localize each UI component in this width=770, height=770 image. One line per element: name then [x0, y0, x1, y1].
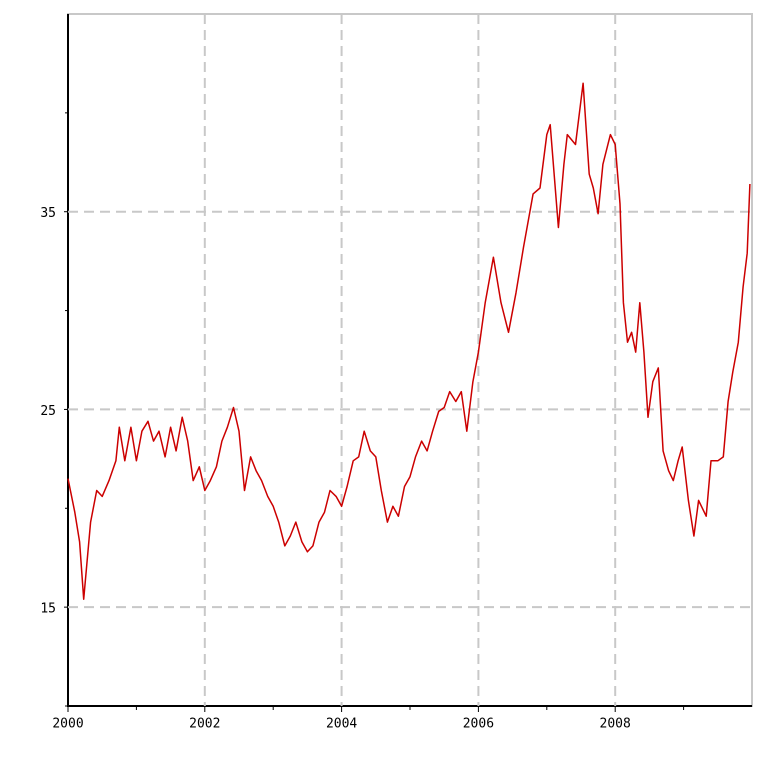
plot-area	[67, 13, 753, 707]
y-tick-label: 25	[40, 404, 56, 419]
data-line	[67, 82, 751, 600]
x-tick-label: 2004	[326, 717, 357, 732]
y-tick-label: 15	[40, 602, 56, 617]
x-tick-label: 2006	[463, 717, 494, 732]
x-tick-label: 2000	[52, 717, 83, 732]
x-tick-label: 2002	[189, 717, 220, 732]
x-tick-label: 2008	[600, 717, 631, 732]
y-tick-label: 35	[40, 206, 56, 221]
